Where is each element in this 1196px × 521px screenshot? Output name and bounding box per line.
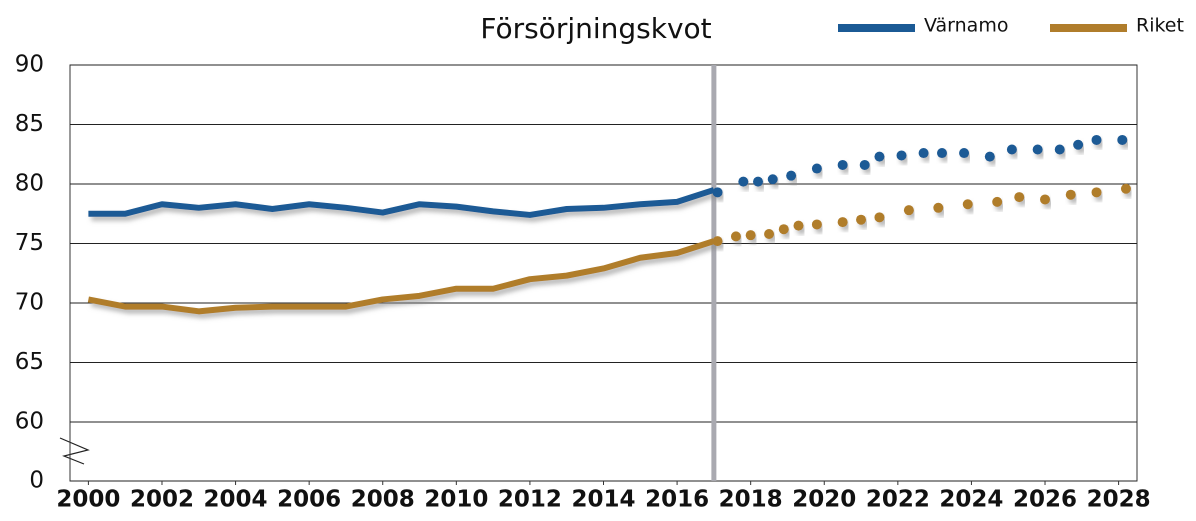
- forecast-dot: [811, 219, 822, 230]
- forecast-dot: [1032, 144, 1043, 155]
- legend-label: Riket: [1136, 15, 1184, 37]
- y-tick-label: 70: [15, 290, 44, 316]
- forecast-dot: [767, 174, 778, 185]
- x-tick-label: 2022: [866, 487, 930, 513]
- x-tick-label: 2024: [939, 487, 1003, 513]
- forecast-dot: [786, 170, 797, 181]
- x-tick-label: 2016: [645, 487, 709, 513]
- y-tick-label: 65: [15, 349, 44, 375]
- forecast-dot: [1006, 144, 1017, 155]
- forecast-dot: [778, 224, 789, 235]
- forecast-dot: [712, 187, 723, 198]
- x-tick-label: 2018: [719, 487, 783, 513]
- forecast-dot: [874, 151, 885, 162]
- x-tick-label: 2004: [204, 487, 268, 513]
- forecast-dot: [859, 159, 870, 170]
- forecast-dot: [1091, 187, 1102, 198]
- forecast-dot: [712, 236, 723, 247]
- forecast-dot: [962, 199, 973, 210]
- forecast-dot: [992, 196, 1003, 207]
- forecast-dot: [1091, 134, 1102, 145]
- forecast-dot: [738, 176, 749, 187]
- y-tick-label: 75: [15, 230, 44, 256]
- y-tick-label: 90: [15, 52, 44, 78]
- forecast-dot: [1120, 183, 1131, 194]
- y-tick-label: 80: [15, 171, 44, 197]
- axis-break: [59, 437, 90, 465]
- x-tick-label: 2002: [130, 487, 194, 513]
- forecast-dot: [933, 202, 944, 213]
- forecast-dot: [874, 212, 885, 223]
- x-tick-label: 2012: [498, 487, 562, 513]
- x-tick-label: 2014: [571, 487, 635, 513]
- forecast-dot: [984, 151, 995, 162]
- x-tick-label: 2006: [277, 487, 341, 513]
- forecast-dot: [811, 163, 822, 174]
- forecast-dot: [936, 148, 947, 159]
- series-line: [87, 238, 715, 315]
- forecast-dot: [753, 176, 764, 187]
- x-tick-label: 2020: [792, 487, 856, 513]
- forecast-dot: [1073, 139, 1084, 150]
- x-tick-label: 2010: [424, 487, 488, 513]
- forecast-dot: [896, 150, 907, 161]
- x-tick-label: 2026: [1013, 487, 1077, 513]
- plot-area: [69, 64, 1138, 482]
- y-tick-label: 0: [29, 468, 44, 494]
- chart-title: Försörjningskvot: [480, 12, 711, 45]
- forecast-dot: [793, 220, 804, 231]
- forecast-dot: [1040, 194, 1051, 205]
- forecast-dot: [1117, 134, 1128, 145]
- forecast-dot: [837, 217, 848, 228]
- forecast-dot: [745, 230, 756, 241]
- forecast-dot: [903, 205, 914, 216]
- forecast-dot: [1054, 144, 1065, 155]
- forecast-dot: [837, 159, 848, 170]
- forecast-dot: [918, 148, 929, 159]
- forecast-dot: [959, 148, 970, 159]
- x-tick-label: 2000: [56, 487, 120, 513]
- x-tick-label: 2008: [351, 487, 415, 513]
- y-tick-label: 85: [15, 111, 44, 137]
- forecast-dot: [1065, 189, 1076, 200]
- forecast-dot: [764, 228, 775, 239]
- forecast-dot: [730, 231, 741, 242]
- x-tick-label: 2028: [1087, 487, 1151, 513]
- series-line: [88, 187, 715, 218]
- forecast-dot: [1014, 192, 1025, 203]
- forecast-dot: [856, 214, 867, 225]
- y-tick-label: 60: [15, 409, 44, 435]
- legend-label: Värnamo: [924, 15, 1008, 37]
